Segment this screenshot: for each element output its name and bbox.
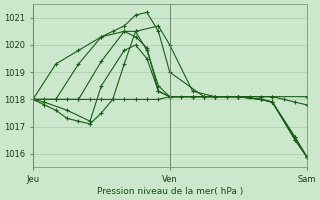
X-axis label: Pression niveau de la mer( hPa ): Pression niveau de la mer( hPa ) [97,187,243,196]
